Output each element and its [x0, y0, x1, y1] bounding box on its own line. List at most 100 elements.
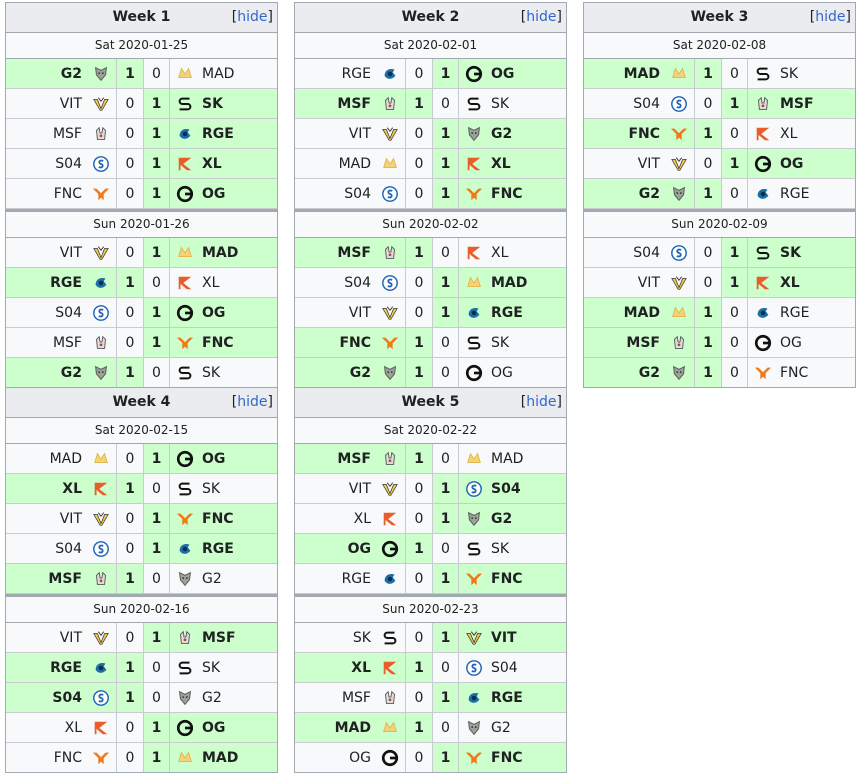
- team-a-name[interactable]: RGE: [6, 653, 86, 682]
- team-b-logo[interactable]: [459, 564, 489, 593]
- team-b-name[interactable]: FNC: [489, 179, 566, 208]
- team-b-logo[interactable]: [459, 653, 489, 682]
- team-b-logo[interactable]: [170, 444, 200, 473]
- team-b-logo[interactable]: [748, 59, 778, 88]
- team-a-name[interactable]: FNC: [6, 179, 86, 208]
- team-a-name[interactable]: RGE: [295, 59, 375, 88]
- team-a-name[interactable]: S04: [295, 179, 375, 208]
- team-a-logo[interactable]: [664, 179, 694, 208]
- team-a-logo[interactable]: [86, 119, 116, 148]
- hide-link[interactable]: hide: [237, 394, 268, 410]
- team-a-logo[interactable]: [86, 743, 116, 772]
- team-b-name[interactable]: OG: [200, 713, 277, 742]
- team-a-logo[interactable]: [375, 444, 405, 473]
- team-a-logo[interactable]: [86, 268, 116, 297]
- team-a-name[interactable]: VIT: [6, 623, 86, 652]
- team-a-name[interactable]: XL: [295, 653, 375, 682]
- team-a-name[interactable]: MSF: [295, 683, 375, 712]
- team-b-name[interactable]: OG: [778, 149, 855, 178]
- team-a-logo[interactable]: [375, 653, 405, 682]
- team-b-logo[interactable]: [748, 149, 778, 178]
- team-a-name[interactable]: VIT: [584, 268, 664, 297]
- team-a-logo[interactable]: [375, 743, 405, 772]
- team-a-name[interactable]: MSF: [6, 119, 86, 148]
- team-a-logo[interactable]: [664, 149, 694, 178]
- team-a-logo[interactable]: [86, 504, 116, 533]
- team-a-logo[interactable]: [86, 179, 116, 208]
- team-a-logo[interactable]: [375, 504, 405, 533]
- team-a-logo[interactable]: [375, 59, 405, 88]
- team-a-logo[interactable]: [375, 89, 405, 118]
- team-a-logo[interactable]: [375, 328, 405, 357]
- team-a-logo[interactable]: [86, 653, 116, 682]
- team-a-name[interactable]: MSF: [295, 89, 375, 118]
- team-a-logo[interactable]: [664, 59, 694, 88]
- team-b-name[interactable]: G2: [489, 713, 566, 742]
- team-b-name[interactable]: SK: [489, 534, 566, 563]
- team-b-name[interactable]: FNC: [489, 564, 566, 593]
- team-b-logo[interactable]: [748, 358, 778, 387]
- team-b-name[interactable]: S04: [489, 653, 566, 682]
- hide-toggle[interactable]: [hide]: [231, 9, 273, 25]
- team-b-name[interactable]: SK: [200, 89, 277, 118]
- team-b-name[interactable]: SK: [778, 59, 855, 88]
- team-b-name[interactable]: G2: [489, 119, 566, 148]
- team-b-logo[interactable]: [748, 89, 778, 118]
- team-b-logo[interactable]: [170, 59, 200, 88]
- team-a-logo[interactable]: [664, 119, 694, 148]
- team-b-logo[interactable]: [459, 474, 489, 503]
- team-b-logo[interactable]: [170, 504, 200, 533]
- team-b-name[interactable]: VIT: [489, 623, 566, 652]
- team-b-logo[interactable]: [170, 474, 200, 503]
- team-b-name[interactable]: OG: [200, 444, 277, 473]
- team-b-name[interactable]: XL: [200, 268, 277, 297]
- team-b-name[interactable]: SK: [200, 653, 277, 682]
- team-b-logo[interactable]: [170, 564, 200, 593]
- team-a-name[interactable]: S04: [584, 238, 664, 267]
- hide-link[interactable]: hide: [526, 394, 557, 410]
- team-a-name[interactable]: MSF: [6, 564, 86, 593]
- team-b-logo[interactable]: [459, 59, 489, 88]
- team-a-logo[interactable]: [86, 89, 116, 118]
- team-a-name[interactable]: VIT: [295, 119, 375, 148]
- team-b-name[interactable]: OG: [778, 328, 855, 357]
- team-a-logo[interactable]: [86, 713, 116, 742]
- team-a-logo[interactable]: [86, 623, 116, 652]
- hide-toggle[interactable]: [hide]: [520, 9, 562, 25]
- team-b-name[interactable]: XL: [200, 149, 277, 178]
- team-a-name[interactable]: RGE: [6, 268, 86, 297]
- team-b-name[interactable]: XL: [489, 149, 566, 178]
- team-a-name[interactable]: MAD: [295, 713, 375, 742]
- team-b-name[interactable]: MSF: [778, 89, 855, 118]
- team-b-logo[interactable]: [459, 683, 489, 712]
- team-a-name[interactable]: SK: [295, 623, 375, 652]
- team-b-name[interactable]: XL: [489, 238, 566, 267]
- team-a-logo[interactable]: [375, 179, 405, 208]
- team-b-logo[interactable]: [170, 328, 200, 357]
- team-a-name[interactable]: MAD: [6, 444, 86, 473]
- team-b-name[interactable]: RGE: [489, 298, 566, 327]
- team-b-logo[interactable]: [748, 119, 778, 148]
- team-b-logo[interactable]: [459, 119, 489, 148]
- team-b-logo[interactable]: [170, 358, 200, 387]
- team-b-name[interactable]: RGE: [489, 683, 566, 712]
- team-b-name[interactable]: S04: [489, 474, 566, 503]
- team-a-logo[interactable]: [375, 534, 405, 563]
- team-a-name[interactable]: G2: [6, 59, 86, 88]
- team-b-logo[interactable]: [170, 149, 200, 178]
- team-a-name[interactable]: G2: [6, 358, 86, 387]
- team-b-logo[interactable]: [170, 534, 200, 563]
- team-b-name[interactable]: OG: [489, 358, 566, 387]
- team-b-logo[interactable]: [170, 713, 200, 742]
- team-b-logo[interactable]: [748, 298, 778, 327]
- team-b-logo[interactable]: [170, 298, 200, 327]
- team-b-name[interactable]: G2: [200, 683, 277, 712]
- team-b-name[interactable]: G2: [489, 504, 566, 533]
- team-b-logo[interactable]: [748, 268, 778, 297]
- team-a-name[interactable]: FNC: [6, 743, 86, 772]
- team-a-name[interactable]: XL: [295, 504, 375, 533]
- team-b-logo[interactable]: [170, 89, 200, 118]
- team-b-logo[interactable]: [170, 119, 200, 148]
- team-a-name[interactable]: XL: [6, 713, 86, 742]
- team-a-name[interactable]: FNC: [295, 328, 375, 357]
